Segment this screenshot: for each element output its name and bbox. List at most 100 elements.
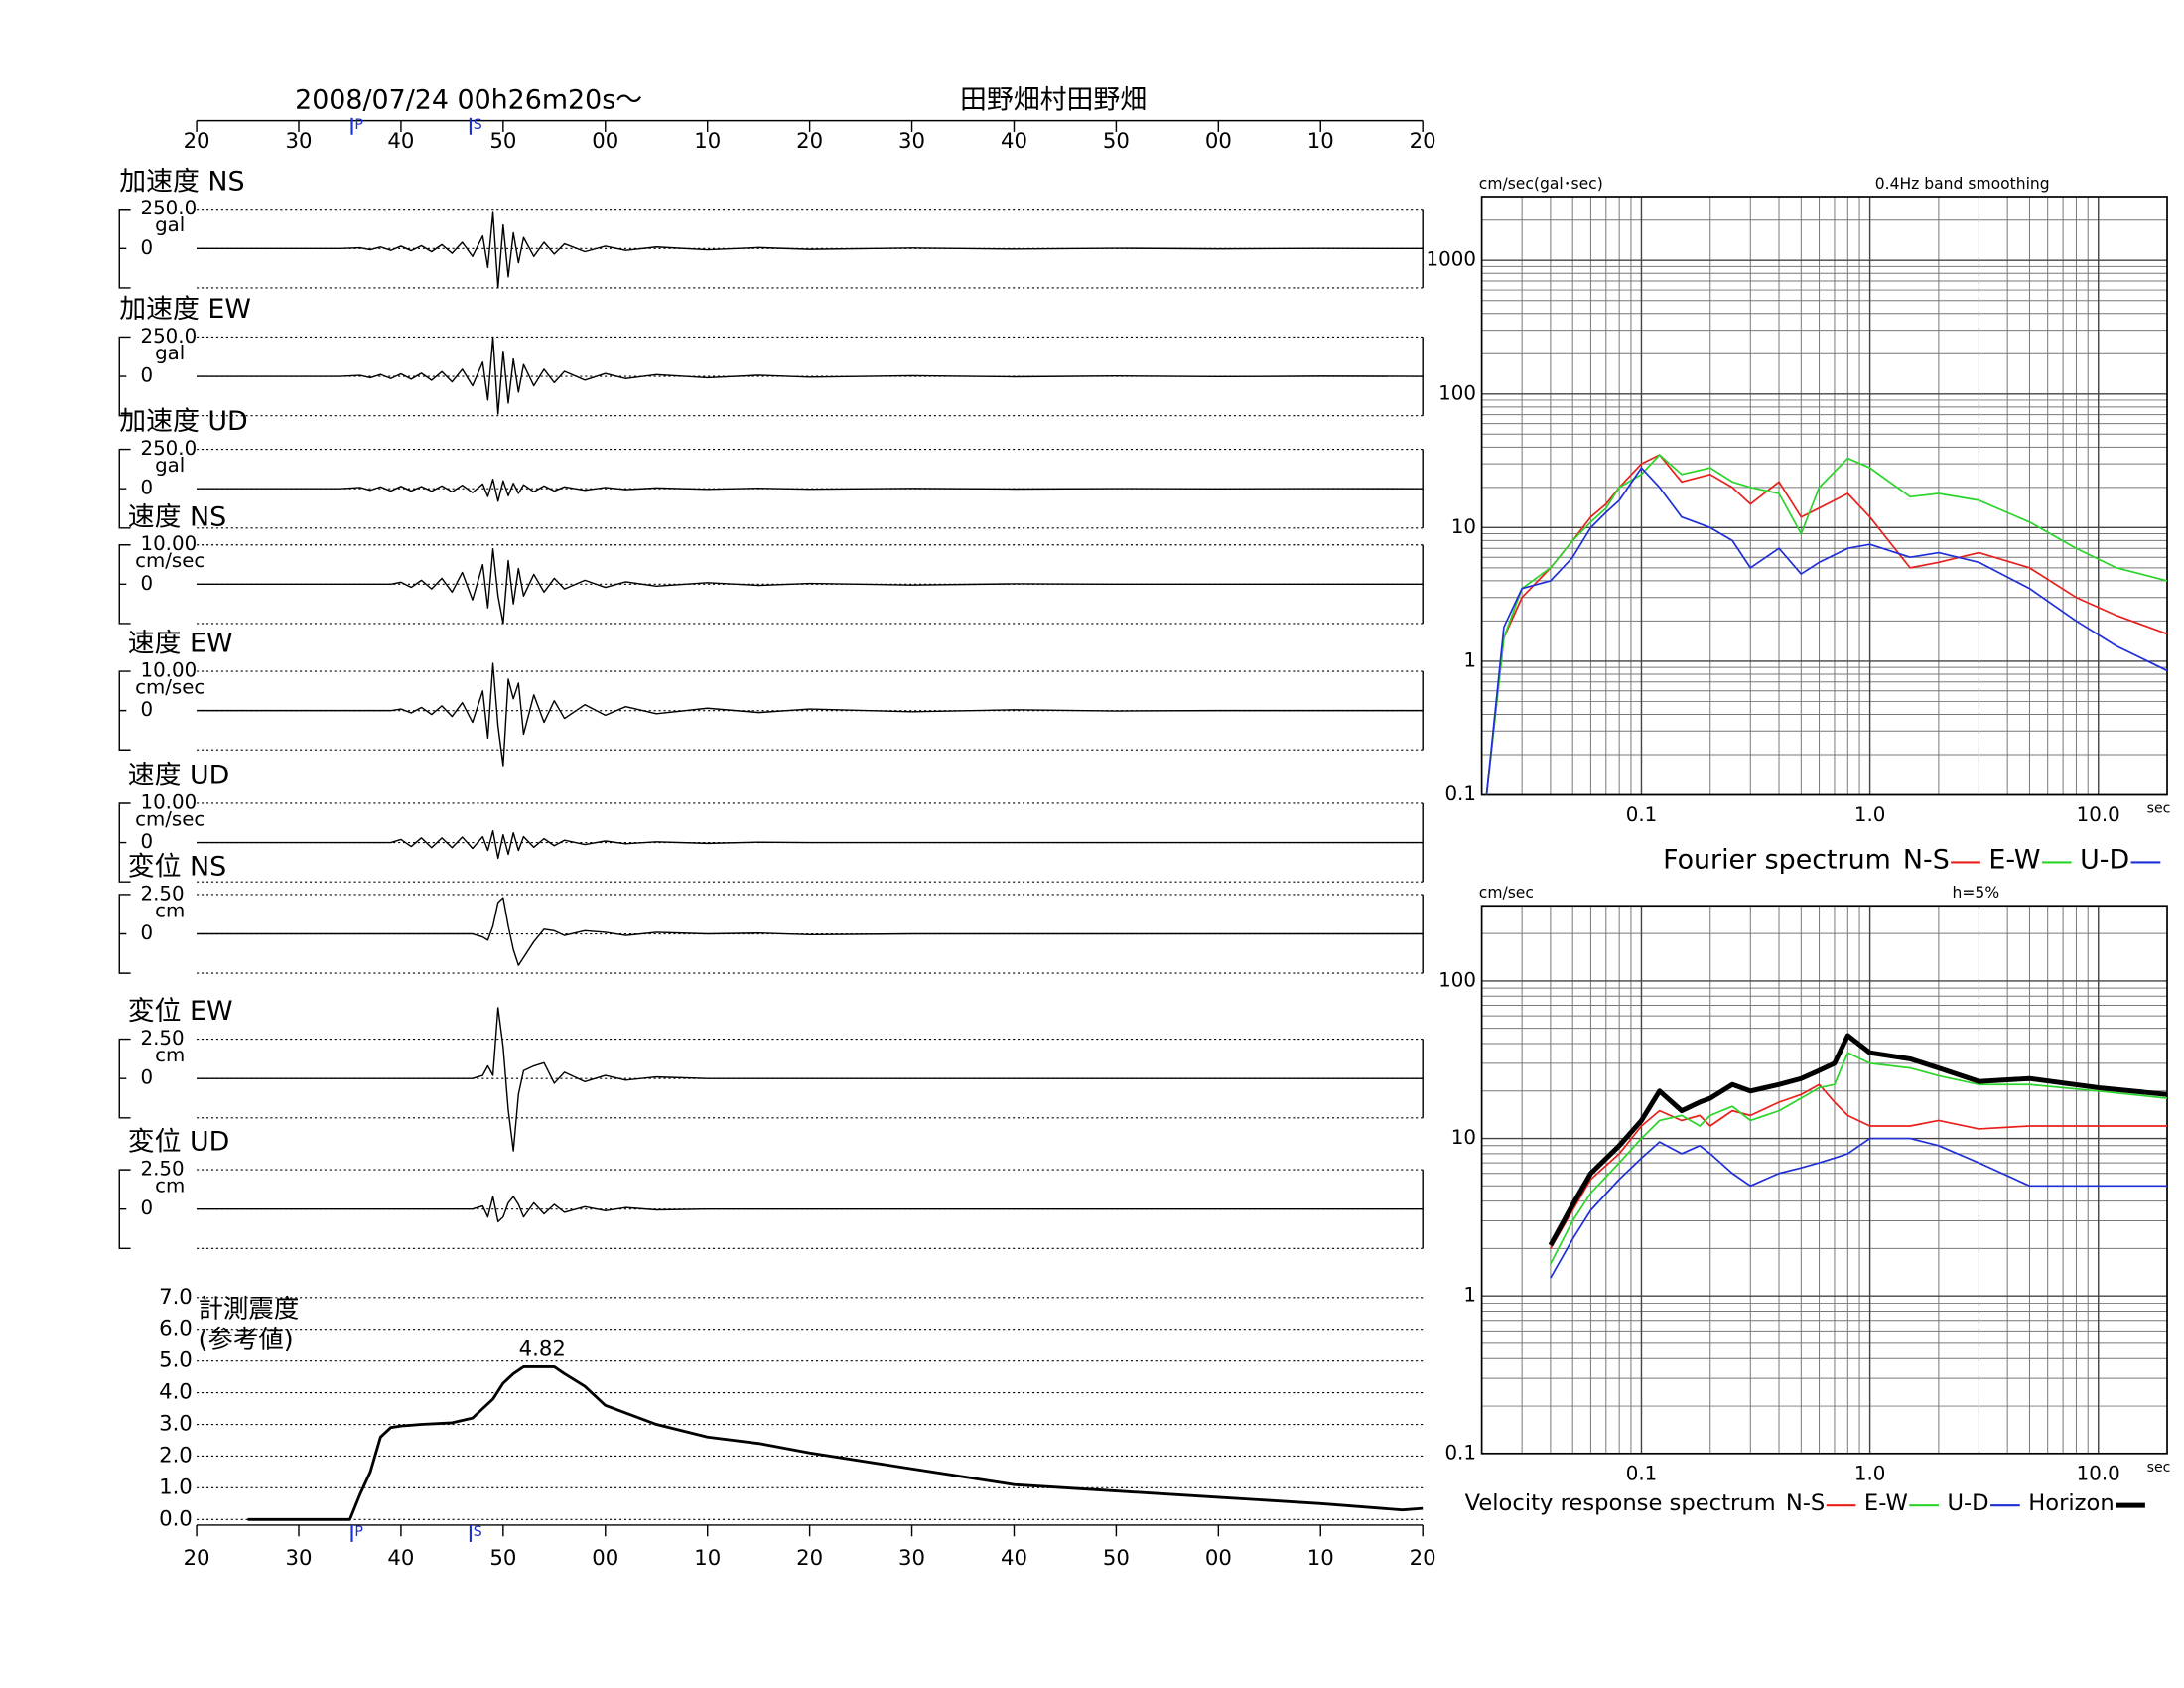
- x-tick-label: 30: [286, 1546, 313, 1571]
- legend-title: Velocity response spectrum: [1465, 1490, 1776, 1516]
- trace-label: 速度 EW: [128, 629, 233, 659]
- y-tick-label: 0.1: [1444, 782, 1475, 805]
- y-tick-label: 250.0: [140, 437, 197, 460]
- x-tick-label: 20: [1410, 1546, 1436, 1571]
- x-tick-label: 0.1: [1626, 803, 1657, 826]
- unit-label: gal: [155, 454, 185, 477]
- y-tick-label: 6.0: [159, 1317, 193, 1341]
- x-tick-label: 1.0: [1854, 803, 1885, 826]
- x-tick-label: 20: [184, 129, 210, 154]
- spectrum-line: [1485, 467, 2168, 795]
- intensity-line: [247, 1365, 1424, 1521]
- legend-label: E-W: [1988, 844, 2040, 875]
- plot-frame: [1480, 196, 2168, 796]
- y-tick-label: 0.0: [159, 1506, 193, 1531]
- spectrum-line: [1550, 1052, 2168, 1265]
- legend-label: U-D: [1947, 1490, 1988, 1516]
- y-tick-label: 2.0: [159, 1443, 193, 1468]
- spectrum-line: [1550, 1083, 2168, 1249]
- y-tick-label: 100: [1438, 381, 1476, 404]
- y-tick-label: 0: [140, 364, 153, 387]
- y-tick-label: 4.0: [159, 1380, 193, 1405]
- y-axis-label: 計測震度: [198, 1295, 299, 1325]
- chart-subtitle: h=5%: [1953, 884, 2000, 902]
- phase-label: P: [354, 117, 363, 133]
- phase-label: P: [354, 1524, 363, 1540]
- x-tick-label: 40: [1001, 129, 1027, 154]
- waveform: [197, 211, 1424, 289]
- waveform: [197, 1196, 1424, 1223]
- x-tick-label: 40: [1001, 1546, 1027, 1571]
- unit-label: cm/sec: [135, 549, 205, 572]
- waveform: [197, 897, 1424, 966]
- x-tick-label: 30: [898, 129, 925, 154]
- waveform: [197, 548, 1424, 625]
- waveform: [197, 336, 1424, 415]
- legend-label: N-S: [1903, 844, 1950, 875]
- unit-label: cm/sec: [135, 676, 205, 699]
- x-tick-label: 00: [1205, 129, 1232, 154]
- record-time: 2008/07/24 00h26m20s〜: [295, 84, 642, 115]
- legend-title: Fourier spectrum: [1663, 844, 1891, 875]
- trace-label: 変位 NS: [128, 852, 226, 883]
- peak-annotation: 4.82: [519, 1336, 566, 1361]
- y-tick-label: 0.1: [1444, 1441, 1475, 1464]
- station-name: 田野畑村田野畑: [960, 84, 1147, 115]
- trace-label: 変位 EW: [128, 996, 233, 1027]
- x-tick-label: 00: [592, 1546, 618, 1571]
- unit-label: cm: [155, 899, 185, 921]
- y-tick-label: 1: [1463, 1284, 1476, 1307]
- scale-bracket: [118, 448, 131, 529]
- trace-label: 速度 NS: [128, 501, 226, 532]
- y-tick-label: 1.0: [159, 1475, 193, 1499]
- y-tick-label: 250.0: [140, 325, 197, 348]
- y-tick-label: 2.50: [140, 1027, 184, 1050]
- legend-label: U-D: [2080, 844, 2129, 875]
- x-tick-label: 40: [387, 1546, 414, 1571]
- trace-label: 速度 UD: [128, 761, 230, 791]
- y-tick-label: 10: [1451, 515, 1476, 538]
- scale-bracket: [118, 894, 131, 974]
- y-tick-label: 0: [140, 1196, 153, 1219]
- x-axis-label: sec: [2147, 1460, 2171, 1476]
- y-tick-label: 250.0: [140, 197, 197, 219]
- x-tick-label: 10: [1307, 129, 1334, 154]
- chart-title: cm/sec: [1479, 884, 1534, 902]
- y-tick-label: 0: [140, 921, 153, 944]
- unit-label: cm/sec: [135, 807, 205, 830]
- scale-bracket: [118, 802, 131, 883]
- x-tick-label: 10.0: [2077, 803, 2120, 826]
- y-axis-label: (参考値): [198, 1326, 293, 1355]
- x-tick-label: 50: [1103, 129, 1130, 154]
- y-tick-label: 0: [140, 1066, 153, 1089]
- unit-label: cm: [155, 1044, 185, 1066]
- scale-bracket: [118, 544, 131, 625]
- chart-title: cm/sec(gal･sec): [1479, 175, 1603, 193]
- x-tick-label: 50: [489, 1546, 516, 1571]
- x-tick-label: 20: [184, 1546, 210, 1571]
- unit-label: gal: [155, 213, 185, 236]
- y-tick-label: 5.0: [159, 1348, 193, 1373]
- y-tick-label: 3.0: [159, 1412, 193, 1437]
- scale-bracket: [118, 1038, 131, 1119]
- x-tick-label: 10: [694, 1546, 721, 1571]
- y-tick-label: 0: [140, 698, 153, 721]
- y-tick-label: 10: [1451, 1126, 1476, 1149]
- y-tick-label: 2.50: [140, 882, 184, 905]
- x-tick-label: 00: [1205, 1546, 1232, 1571]
- x-tick-label: 1.0: [1854, 1463, 1885, 1485]
- trace-label: 加速度 UD: [119, 406, 247, 437]
- spectrum-line: [1550, 1137, 2168, 1279]
- chart-subtitle: 0.4Hz band smoothing: [1875, 175, 2050, 193]
- y-tick-label: 0: [140, 830, 153, 853]
- y-tick-label: 0: [140, 572, 153, 595]
- trace-label: 加速度 NS: [119, 166, 244, 197]
- waveform: [197, 662, 1424, 767]
- scale-bracket: [118, 670, 131, 751]
- x-tick-label: 20: [796, 129, 823, 154]
- x-tick-label: 0.1: [1626, 1463, 1657, 1485]
- phase-label: S: [474, 117, 482, 133]
